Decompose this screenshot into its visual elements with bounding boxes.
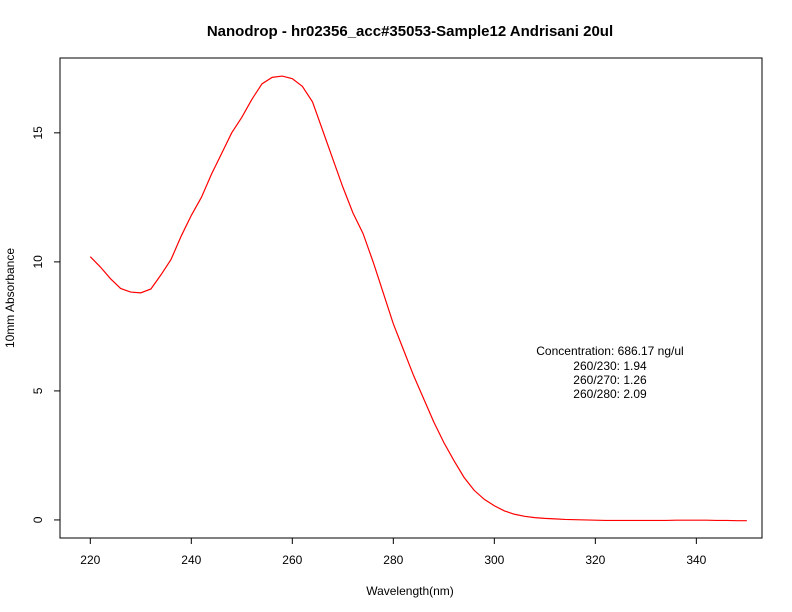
x-tick-label: 320 [585, 553, 605, 567]
x-tick-label: 300 [484, 553, 504, 567]
x-tick-label: 280 [383, 553, 403, 567]
y-tick-label: 10 [31, 255, 45, 269]
y-axis-label: 10mm Absorbance [3, 248, 17, 348]
x-tick-label: 220 [80, 553, 100, 567]
plot-frame [59, 57, 763, 539]
annotation-ratio-260-270: 260/270: 1.26 [573, 373, 647, 387]
annotation-concentration: Concentration: 686.17 ng/ul [536, 344, 683, 358]
annotation-ratio-260-230: 260/230: 1.94 [573, 359, 647, 373]
y-tick-label: 0 [31, 516, 45, 523]
annotation-block: Concentration: 686.17 ng/ul 260/230: 1.9… [536, 344, 683, 401]
y-tick-label: 15 [31, 126, 45, 140]
annotation-ratio-260-280: 260/280: 2.09 [573, 387, 647, 401]
chart-title: Nanodrop - hr02356_acc#35053-Sample12 An… [207, 23, 613, 40]
y-axis: 0 5 10 15 [31, 126, 61, 523]
x-tick-label: 240 [181, 553, 201, 567]
x-tick-label: 260 [282, 553, 302, 567]
x-axis: 220 240 260 280 300 320 340 [80, 537, 707, 567]
x-axis-label: Wavelength(nm) [366, 584, 454, 598]
x-tick-label: 340 [686, 553, 706, 567]
y-tick-label: 5 [31, 387, 45, 394]
absorbance-line [89, 75, 747, 522]
